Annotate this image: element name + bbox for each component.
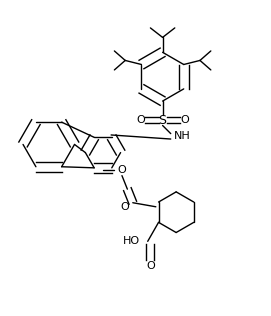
- Text: S: S: [159, 113, 167, 127]
- Text: O: O: [146, 261, 155, 271]
- Text: O: O: [137, 115, 145, 125]
- Text: NH: NH: [173, 131, 190, 141]
- Text: O: O: [118, 165, 126, 175]
- Text: HO: HO: [122, 236, 140, 246]
- Text: O: O: [180, 115, 189, 125]
- Text: O: O: [120, 202, 129, 212]
